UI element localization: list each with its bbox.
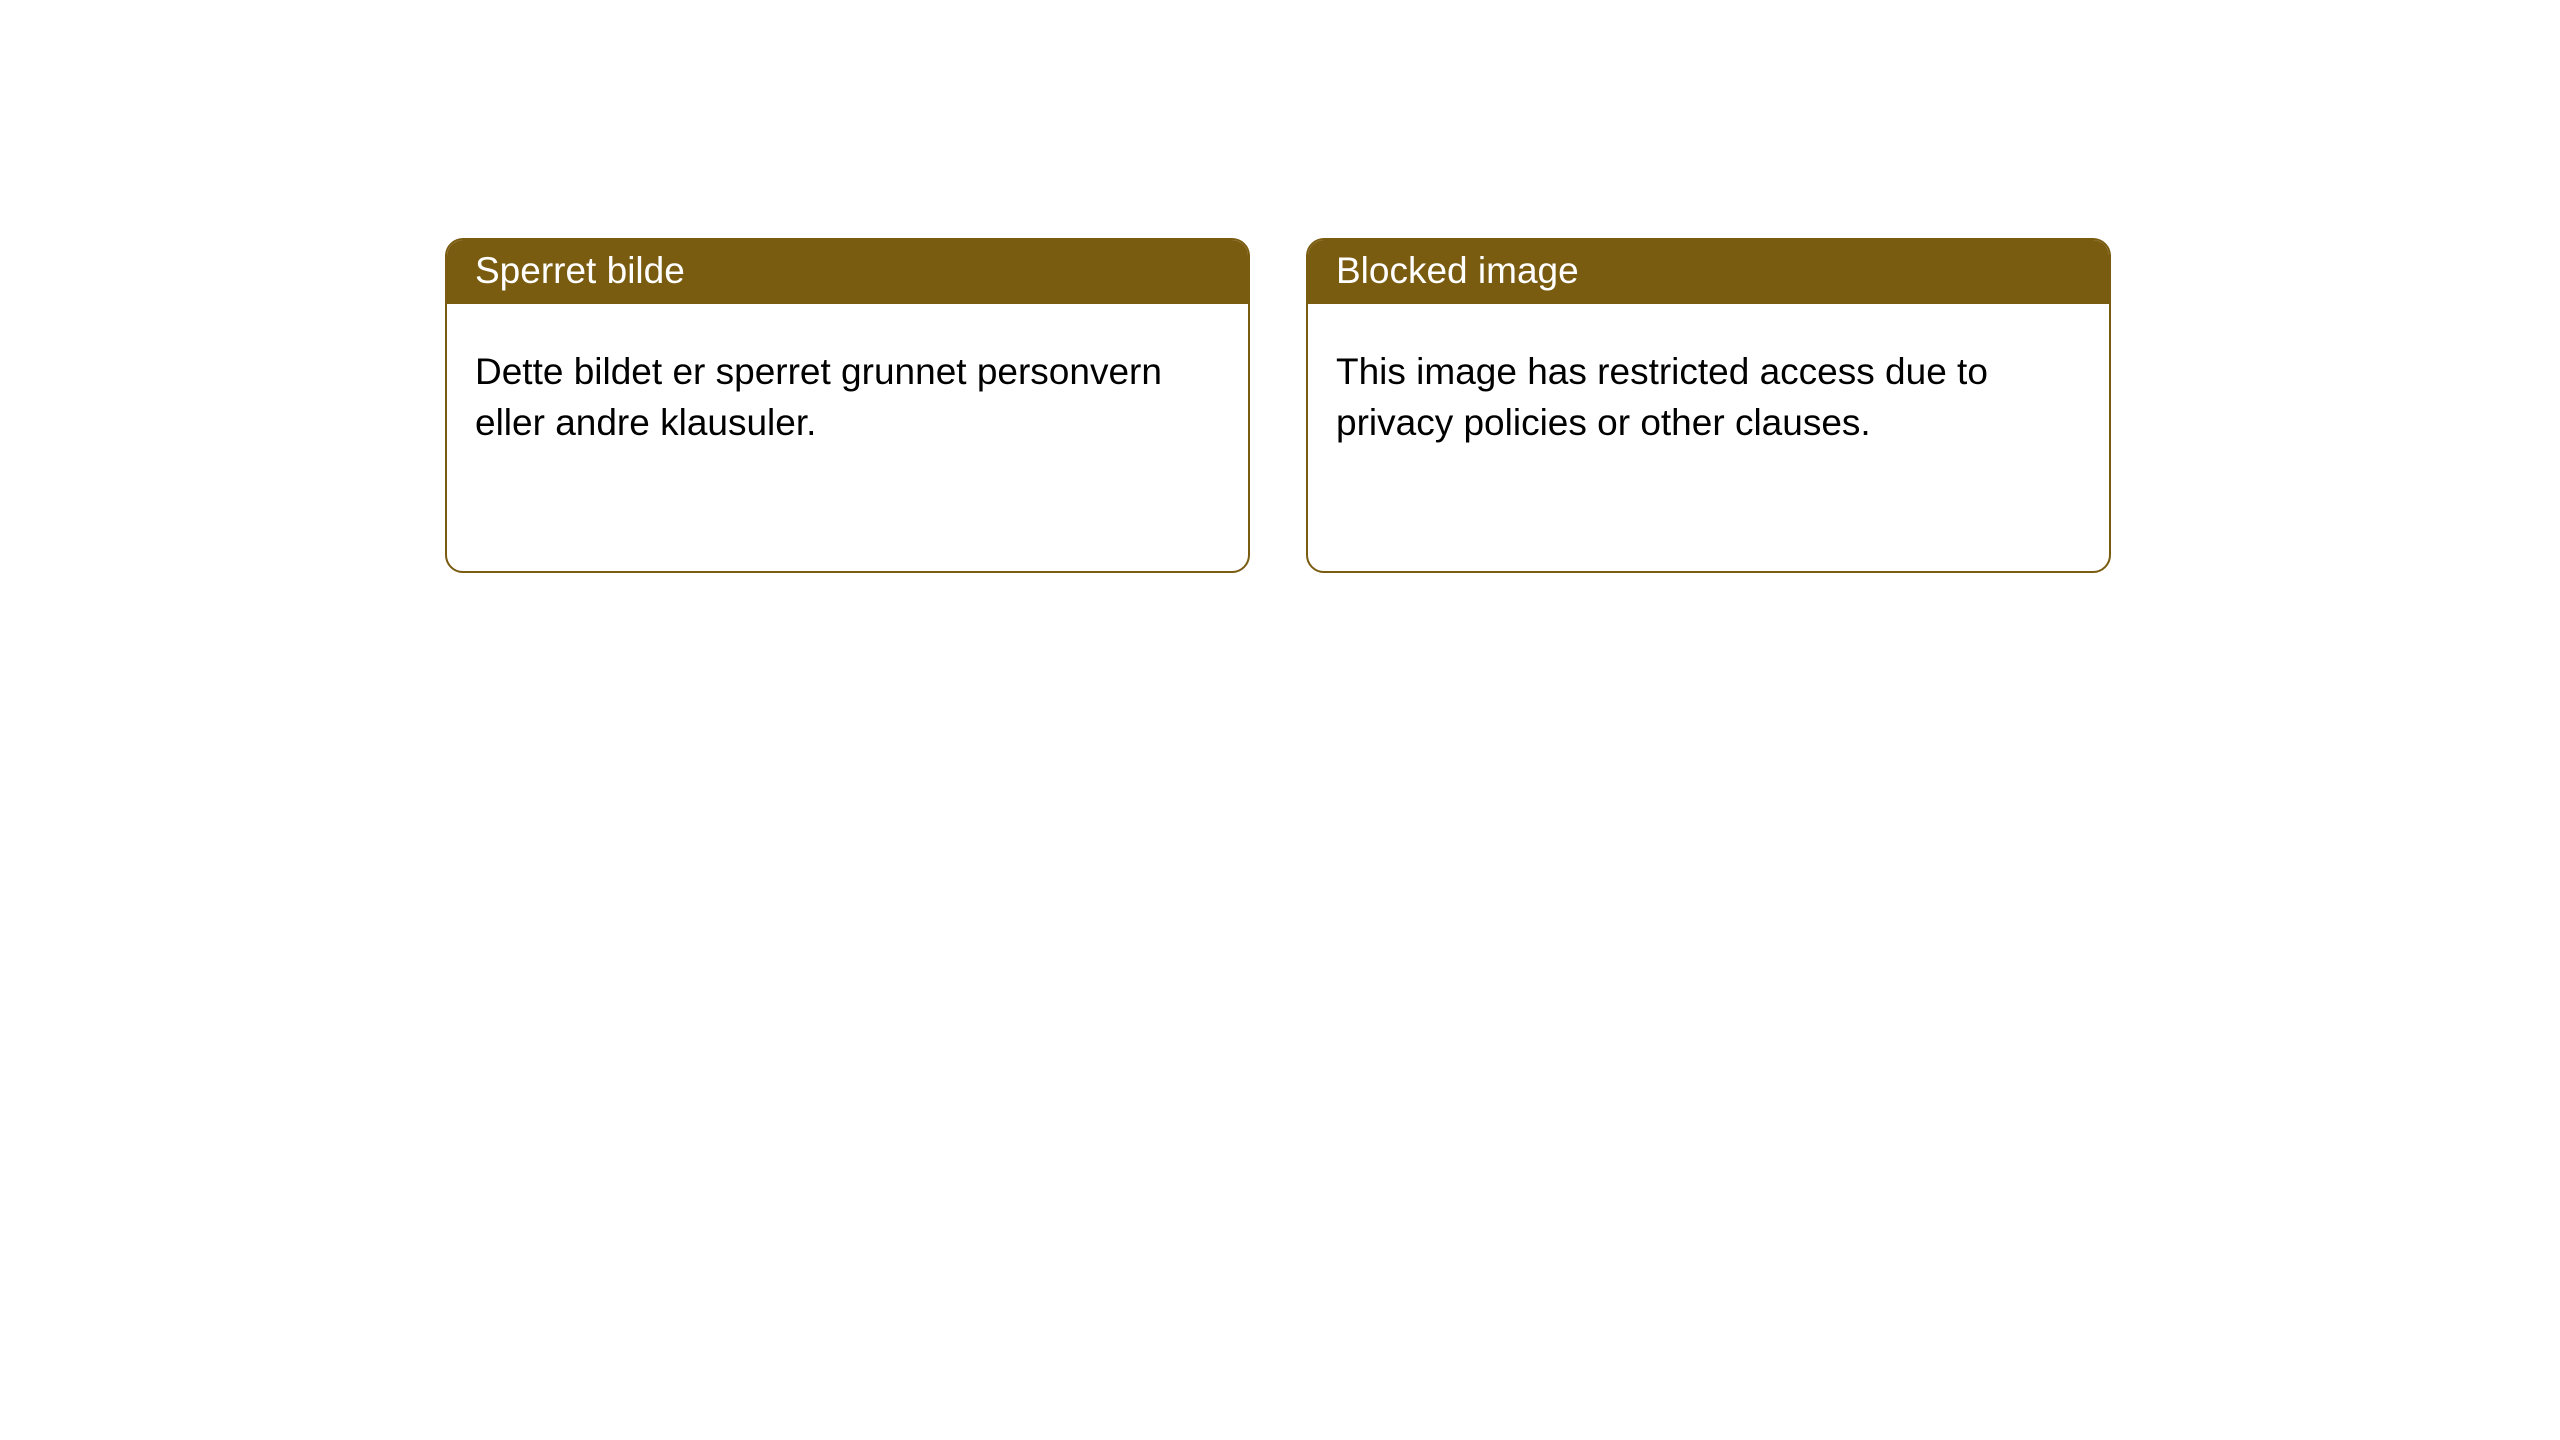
card-body-no: Dette bildet er sperret grunnet personve… bbox=[447, 304, 1248, 491]
blocked-image-card-no: Sperret bilde Dette bildet er sperret gr… bbox=[445, 238, 1250, 573]
notice-container: Sperret bilde Dette bildet er sperret gr… bbox=[0, 0, 2560, 573]
card-header-no: Sperret bilde bbox=[447, 240, 1248, 304]
blocked-image-card-en: Blocked image This image has restricted … bbox=[1306, 238, 2111, 573]
card-header-en: Blocked image bbox=[1308, 240, 2109, 304]
card-body-en: This image has restricted access due to … bbox=[1308, 304, 2109, 491]
